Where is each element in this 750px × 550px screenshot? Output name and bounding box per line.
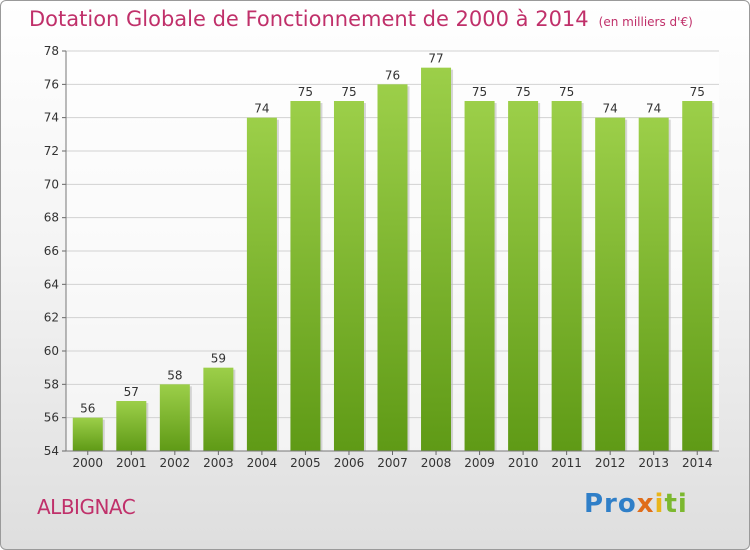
chart-title: Dotation Globale de Fonctionnement de 20… bbox=[29, 7, 589, 31]
chart-title-block: Dotation Globale de Fonctionnement de 20… bbox=[29, 7, 693, 31]
data-label: 75 bbox=[472, 85, 487, 99]
x-tick-label: 2012 bbox=[595, 456, 626, 470]
proxiti-logo: Proxiti bbox=[584, 489, 688, 519]
data-label: 75 bbox=[690, 85, 705, 99]
y-tick-label: 56 bbox=[44, 411, 59, 425]
data-label: 75 bbox=[559, 85, 574, 99]
x-tick-label: 2008 bbox=[421, 456, 452, 470]
y-tick-label: 62 bbox=[44, 311, 59, 325]
bar bbox=[333, 101, 364, 451]
x-tick-label: 2009 bbox=[464, 456, 495, 470]
bar bbox=[551, 101, 582, 451]
data-label: 74 bbox=[603, 102, 618, 116]
y-tick-label: 66 bbox=[44, 244, 59, 258]
bar-layer bbox=[72, 67, 715, 452]
data-label: 58 bbox=[167, 368, 182, 382]
bar bbox=[377, 84, 408, 451]
x-tick-label: 2002 bbox=[160, 456, 191, 470]
x-tick-label: 2000 bbox=[72, 456, 103, 470]
x-tick-label: 2007 bbox=[377, 456, 408, 470]
data-label: 59 bbox=[211, 352, 226, 366]
data-label: 75 bbox=[515, 85, 530, 99]
y-tick-label: 78 bbox=[44, 44, 59, 58]
x-tick-label: 2010 bbox=[508, 456, 539, 470]
bar bbox=[508, 101, 539, 451]
x-tick-label: 2005 bbox=[290, 456, 321, 470]
x-tick-label: 2003 bbox=[203, 456, 234, 470]
y-tick-label: 58 bbox=[44, 377, 59, 391]
bar bbox=[595, 117, 626, 452]
data-label: 75 bbox=[298, 85, 313, 99]
y-tick-label: 64 bbox=[44, 277, 59, 291]
y-tick-label: 76 bbox=[44, 77, 59, 91]
y-tick-label: 60 bbox=[44, 344, 59, 358]
bar bbox=[159, 384, 190, 451]
x-tick-label: 2014 bbox=[682, 456, 713, 470]
x-tick-label: 2006 bbox=[334, 456, 365, 470]
bar bbox=[638, 117, 669, 452]
y-tick-label: 54 bbox=[44, 444, 59, 458]
y-tick-label: 74 bbox=[44, 111, 59, 125]
x-tick-label: 2001 bbox=[116, 456, 147, 470]
bar bbox=[246, 117, 277, 452]
bar bbox=[682, 101, 713, 451]
y-tick-label: 68 bbox=[44, 211, 59, 225]
bar bbox=[464, 101, 495, 451]
bar bbox=[203, 367, 234, 451]
chart-subtitle: (en milliers d'€) bbox=[598, 15, 693, 29]
axis-layer: 54 56 58 60 62 64 66 68 70 72 74 76 78 2000 2001 2002 20… bbox=[44, 44, 719, 470]
bar bbox=[290, 101, 321, 451]
x-tick-label: 2004 bbox=[247, 456, 278, 470]
data-label: 77 bbox=[428, 52, 443, 66]
commune-name: ALBIGNAC bbox=[37, 495, 136, 519]
x-tick-label: 2011 bbox=[551, 456, 582, 470]
data-label: 76 bbox=[385, 68, 400, 82]
data-label: 74 bbox=[646, 102, 661, 116]
y-tick-label: 70 bbox=[44, 177, 59, 191]
data-label: 57 bbox=[124, 385, 139, 399]
label-layer: 56 57 58 59 74 75 75 76 77 75 75 75 74 74 75 bbox=[80, 52, 705, 416]
data-label: 74 bbox=[254, 102, 269, 116]
bar bbox=[116, 401, 147, 451]
bar bbox=[421, 67, 452, 452]
y-tick-label: 72 bbox=[44, 144, 59, 158]
data-label: 75 bbox=[341, 85, 356, 99]
data-label: 56 bbox=[80, 402, 95, 416]
x-tick-label: 2013 bbox=[638, 456, 669, 470]
bar bbox=[72, 417, 103, 451]
